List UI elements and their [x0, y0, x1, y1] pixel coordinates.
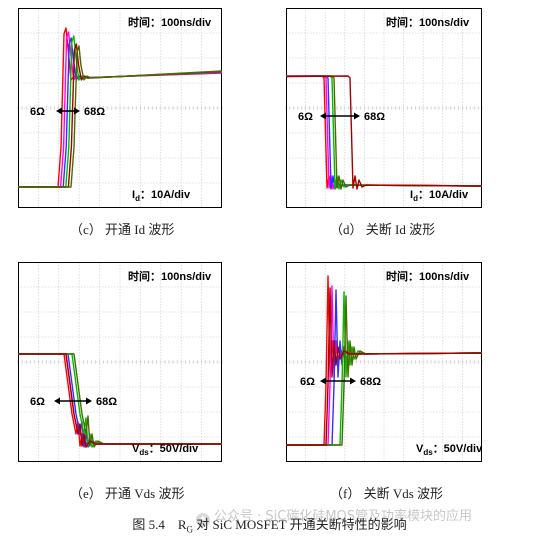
arrow-right-head [74, 107, 80, 115]
caption-e: （e） 开通 Vds 波形 [70, 486, 185, 501]
caption-f: （f） 关断 Vds 波形 [330, 486, 444, 501]
grid [17, 8, 223, 208]
label-68-ohm: 68Ω [364, 111, 385, 123]
label-6-ohm: 6Ω [30, 106, 45, 118]
scope-plot-c: 时间：100ns/div Id：10A/div 6Ω 68Ω [17, 8, 223, 208]
arrow-right-head [354, 112, 360, 120]
amplitude-scale-label: Id：10A/div [410, 189, 469, 203]
arrow-left-head [320, 377, 326, 385]
plot-frame [18, 8, 222, 208]
label-6-ohm: 6Ω [298, 111, 313, 123]
label-6-ohm: 6Ω [300, 376, 315, 388]
arrow-left-head [54, 397, 60, 405]
r-symbol: R [177, 517, 187, 532]
waveform-darkred [18, 353, 222, 448]
plot-frame [18, 262, 222, 462]
arrow-left-head [56, 107, 62, 115]
arrow-right-head [86, 397, 92, 405]
amplitude-scale-label: Id：10A/div [132, 189, 191, 203]
amplitude-scale-label: Vds：50V/div [416, 443, 483, 457]
figure-caption: 图 5.4 RG 对 SiC MOSFET 开通关断特性的影响 [0, 514, 539, 535]
time-scale-label: 时间：100ns/div [128, 269, 212, 283]
time-scale-label: 时间：100ns/div [128, 15, 212, 29]
rg-range-arrow: 6Ω 68Ω [30, 396, 117, 408]
scope-plot-d: 时间：100ns/div Id：10A/div 6Ω 68Ω [285, 8, 483, 208]
scope-plot-e: 时间：100ns/div Vds：50V/div 6Ω 68Ω [17, 262, 223, 462]
label-68-ohm: 68Ω [96, 396, 117, 408]
waveform-darkred [286, 287, 483, 446]
wechat-icon: ✦ [196, 513, 210, 527]
grid [285, 262, 483, 462]
panel-c: 时间：100ns/div Id：10A/div 6Ω 68Ω [17, 8, 223, 208]
label-68-ohm: 68Ω [360, 376, 381, 388]
time-scale-label: 时间：100ns/div [386, 269, 470, 283]
plot-frame [286, 262, 482, 462]
watermark-text: 公众号 · SiC碳化硅MOS管及功率模块的应用 [214, 509, 473, 524]
caption-d: （d） 关断 Id 波形 [330, 222, 436, 237]
waveform-olive [285, 75, 483, 190]
figure-caption-text: 对 SiC MOSFET 开通关断特性的影响 [193, 517, 407, 532]
panel-d: 时间：100ns/div Id：10A/div 6Ω 68Ω [285, 8, 483, 208]
label-68-ohm: 68Ω [84, 106, 105, 118]
arrow-left-head [320, 112, 326, 120]
waveform-olive [18, 353, 222, 448]
r-subscript: G [186, 524, 194, 535]
panel-e: 时间：100ns/div Vds：50V/div 6Ω 68Ω [17, 262, 223, 462]
plot-frame [286, 8, 482, 208]
rg-range-arrow: 6Ω 68Ω [300, 376, 381, 388]
rg-range-arrow: 6Ω 68Ω [30, 106, 105, 118]
waveform-olive [286, 295, 483, 446]
amplitude-scale-label: Vds：50V/div [132, 443, 199, 457]
label-6-ohm: 6Ω [30, 396, 45, 408]
rg-range-arrow: 6Ω 68Ω [298, 111, 385, 123]
panel-f: 时间：100ns/div Vds：50V/div 6Ω 68Ω [285, 262, 483, 462]
waveform-olive [18, 45, 223, 188]
caption-c: （c） 开通 Id 波形 [70, 222, 175, 237]
arrow-right-head [350, 377, 356, 385]
figure-number: 图 5.4 [132, 517, 165, 532]
watermark: ✦ 公众号 · SiC碳化硅MOS管及功率模块的应用 [196, 505, 472, 527]
waveform-darkred [285, 75, 483, 190]
time-scale-label: 时间：100ns/div [386, 15, 470, 29]
grid [17, 262, 223, 462]
scope-plot-f: 时间：100ns/div Vds：50V/div 6Ω 68Ω [285, 262, 483, 462]
grid [285, 8, 483, 208]
